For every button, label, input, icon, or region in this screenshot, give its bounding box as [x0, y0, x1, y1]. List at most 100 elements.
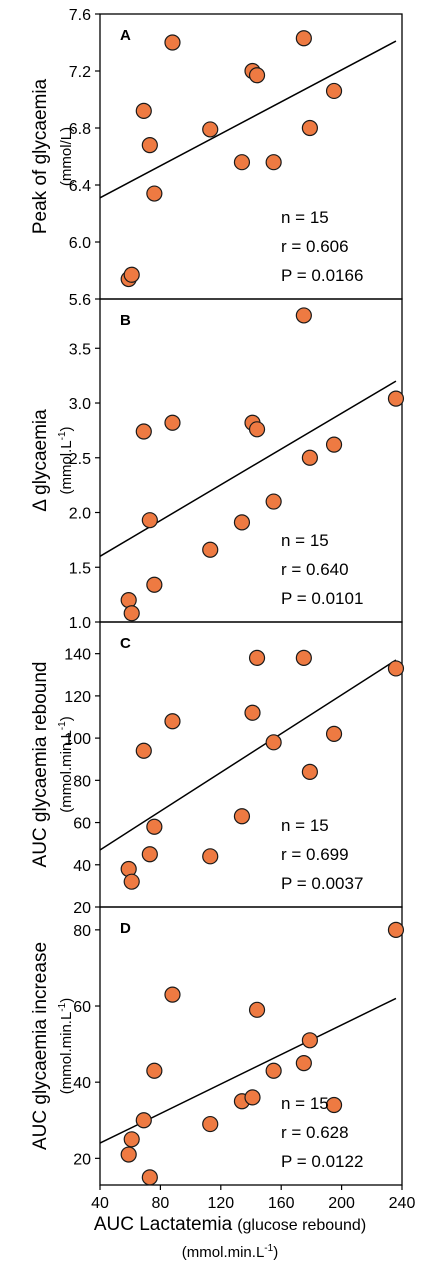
y-tick-label: 1.5 [69, 560, 91, 577]
y-axis-units-main: (mmol.min.L [58, 1012, 75, 1095]
y-tick-label: 100 [64, 731, 91, 748]
data-point [301, 119, 318, 137]
plot-frame [99, 13, 403, 300]
data-point [141, 137, 158, 154]
y-axis-title: AUC glycaemia rebound [30, 662, 51, 868]
panel-label: D [120, 920, 131, 937]
x-axis-units-close: ) [273, 1244, 278, 1261]
y-axis-units-main: (mmol.L [58, 440, 75, 494]
panel-label: A [120, 27, 131, 44]
regression-line [99, 40, 397, 199]
data-point [325, 725, 343, 742]
data-point [135, 742, 152, 759]
y-tick-label: 120 [64, 689, 91, 706]
x-axis-units-main: (mmol.min.L [182, 1244, 265, 1261]
data-point [123, 605, 140, 622]
y-tick-label: 1.0 [69, 615, 91, 632]
data-point [301, 763, 318, 780]
stats-line: r = 0.606 [281, 237, 349, 256]
y-tick-label: 2.0 [69, 506, 91, 523]
plot-frame [99, 621, 403, 908]
x-axis-title-main: AUC Lactatemia [94, 1214, 233, 1235]
data-point [265, 493, 282, 510]
x-tick-labels: 40 80 120 160 200 240 [91, 1185, 415, 1212]
data-point [123, 873, 140, 890]
y-tick-label: 60 [73, 816, 91, 833]
data-point [295, 307, 312, 324]
data-point [123, 266, 140, 283]
y-tick-label: 2.5 [69, 451, 91, 468]
data-point [387, 660, 405, 677]
y-axis-units-sup: -1 [57, 431, 68, 440]
x-axis-title: AUC Lactatemia (glucose rebound) [94, 1214, 366, 1235]
data-point [135, 1112, 152, 1129]
data-point [265, 1062, 282, 1079]
data-point [248, 421, 266, 438]
data-point [146, 185, 163, 202]
y-tick-label: 80 [73, 923, 91, 940]
data-point [295, 1055, 312, 1072]
panel-label: C [120, 635, 131, 652]
y-tick-label: 3.5 [69, 341, 91, 358]
data-point [387, 921, 405, 938]
y-tick-label: 6.0 [69, 235, 91, 252]
x-tick-label: 200 [328, 1195, 355, 1212]
y-axis-title: Δ glycaemia [30, 409, 51, 512]
data-point [135, 423, 152, 440]
data-point [141, 846, 158, 863]
data-point [295, 649, 312, 666]
x-tick-label: 40 [91, 1195, 109, 1212]
stats-line: r = 0.628 [281, 1123, 349, 1142]
stats-line: P = 0.0166 [281, 266, 363, 285]
y-axis-title: AUC glycaemia increase [30, 942, 51, 1150]
y-tick-label: 80 [73, 773, 91, 790]
y-tick-label: 20 [73, 900, 91, 917]
regression-line [99, 380, 397, 557]
data-point [248, 67, 266, 84]
data-point [325, 82, 343, 100]
data-point [265, 154, 282, 171]
data-point [164, 414, 181, 431]
data-point [123, 1131, 140, 1148]
x-tick-label: 80 [152, 1195, 170, 1212]
y-tick-label: 20 [73, 1151, 91, 1168]
y-axis-units-main: (mmol/L) [58, 127, 75, 186]
y-axis-units-close: ) [58, 716, 75, 721]
data-point [135, 102, 152, 120]
panel-b: 1.0 1.5 2.0 2.5 3.0 3.5 Bn = 15 r = 0.640 P = 0.… [30, 298, 405, 632]
data-point [164, 713, 181, 730]
stats-line: n = 15 [281, 208, 329, 227]
y-axis-title: Peak of glycaemia [30, 78, 51, 234]
y-tick-label: 40 [73, 858, 91, 875]
y-tick-label: 5.6 [69, 292, 91, 309]
data-point [248, 1001, 266, 1018]
y-tick-label: 40 [73, 1075, 91, 1092]
y-axis-units-sup: -1 [57, 721, 68, 730]
data-point [120, 1146, 137, 1163]
data-point [248, 649, 266, 666]
x-tick-label: 120 [207, 1195, 234, 1212]
data-point [120, 592, 137, 609]
data-point [141, 1169, 158, 1186]
stats-line: P = 0.0122 [281, 1152, 363, 1171]
data-point [202, 121, 219, 138]
x-tick-label: 240 [389, 1195, 416, 1212]
stats-line: r = 0.640 [281, 560, 349, 579]
stats-line: P = 0.0037 [281, 874, 363, 893]
y-axis-units: (mmol/L) [58, 127, 75, 186]
y-axis-units-close: ) [58, 426, 75, 431]
y-axis-units-main: (mmol.min.L [58, 730, 75, 813]
data-point [325, 1096, 343, 1114]
y-tick-label: 3.0 [69, 396, 91, 413]
data-point [244, 704, 261, 721]
data-point [233, 808, 251, 825]
data-point [265, 734, 282, 751]
x-axis: 40 80 120 160 200 240 AUC Lactatemia (glucose … [91, 1185, 415, 1261]
y-axis-units: (mmol.L-1) [57, 426, 75, 494]
y-axis-units-sup: -1 [57, 1002, 68, 1011]
regression-line [99, 659, 397, 851]
data-point [202, 541, 219, 558]
data-point [202, 848, 219, 865]
x-tick-label: 160 [268, 1195, 295, 1212]
